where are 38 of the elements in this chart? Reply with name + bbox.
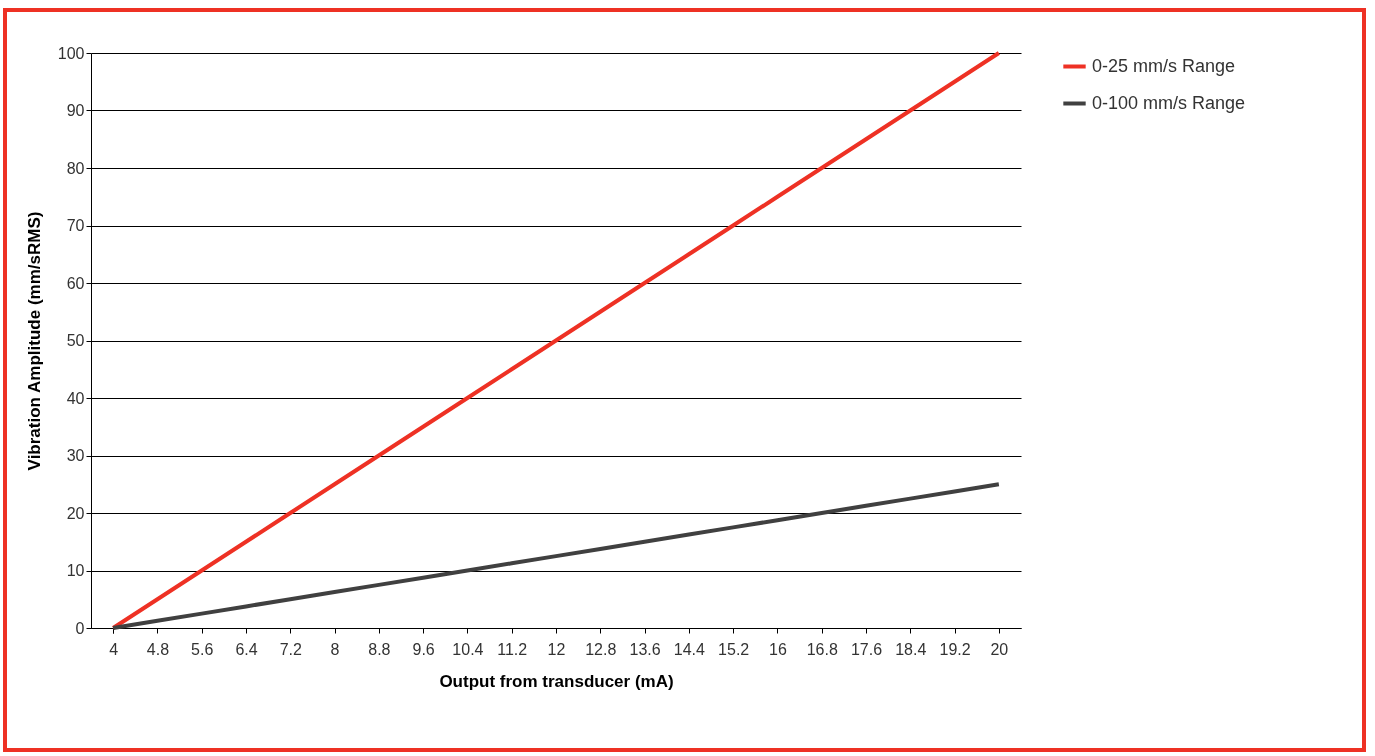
x-tick-label: 11.2 xyxy=(497,640,528,658)
legend-label: 0-100 mm/s Range xyxy=(1092,92,1246,113)
x-tick-label: 15.2 xyxy=(718,640,750,658)
line-series xyxy=(111,51,1001,630)
x-tick-label: 17.6 xyxy=(850,640,883,658)
y-tick-label: 100 xyxy=(57,44,85,62)
x-tick-label: 7.2 xyxy=(279,640,302,658)
x-tick-label: 14.4 xyxy=(673,640,706,658)
y-tick-label: 80 xyxy=(66,159,85,177)
y-tick-label: 50 xyxy=(66,332,85,349)
x-tick-label: 19.2 xyxy=(939,640,971,658)
x-tick-label: 20 xyxy=(990,640,1009,658)
x-tick-label: 10.4 xyxy=(452,640,484,658)
x-tick-label: 13.6 xyxy=(629,640,661,658)
x-tick-label: 16.8 xyxy=(806,640,838,658)
y-tick-label: 90 xyxy=(66,102,85,119)
x-tick-label: 9.6 xyxy=(412,640,435,658)
x-axis-title: Output from transducer (mA) xyxy=(439,671,674,691)
x-tick-label: 12.8 xyxy=(585,640,617,658)
x-tick-label: 4.8 xyxy=(146,640,170,658)
x-tick-label: 8.8 xyxy=(368,640,391,658)
x-tick-label: 6.4 xyxy=(235,640,258,658)
y-tick-label: 0 xyxy=(75,619,85,637)
x-tick-label: 4 xyxy=(109,640,119,658)
line-series xyxy=(111,482,1001,630)
y-tick-label: 30 xyxy=(66,447,85,464)
y-tick-label: 60 xyxy=(66,274,85,292)
y-tick-label: 40 xyxy=(66,389,85,407)
y-tick-label: 20 xyxy=(66,504,85,522)
x-tick-label: 16 xyxy=(769,640,787,658)
y-tick-label: 10 xyxy=(66,562,85,579)
y-tick-label: 70 xyxy=(66,217,85,234)
x-tick-label: 8 xyxy=(330,640,340,658)
x-tick-label: 18.4 xyxy=(895,640,927,658)
legend-label: 0-25 mm/s Range xyxy=(1092,55,1236,76)
x-tick-label: 5.6 xyxy=(191,640,214,658)
x-tick-label: 12 xyxy=(547,640,566,658)
y-axis-title: Vibration Amplitude (mm/sRMS) xyxy=(24,211,44,471)
